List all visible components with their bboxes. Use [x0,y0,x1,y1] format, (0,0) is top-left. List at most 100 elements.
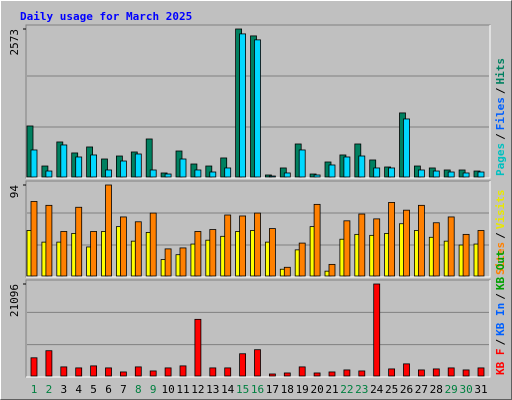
bar [417,169,425,178]
bar [30,357,38,377]
legend-entry: KB Out [494,250,507,290]
bar [477,230,485,277]
bar [447,216,455,277]
bar [388,368,396,377]
x-tick-label: 25 [385,383,398,396]
bar [30,201,38,277]
bar [90,365,97,377]
bar [60,366,68,377]
bar [164,248,172,277]
legend-separator: / [494,293,507,300]
bar [194,231,202,277]
bar [432,368,440,377]
x-tick-label: 12 [191,383,204,396]
x-tick-label: 18 [281,383,294,396]
bar [283,266,291,277]
bar [477,367,485,377]
legend-separator: / [494,232,507,239]
x-tick-label: 30 [459,383,472,396]
bar [224,367,232,377]
x-tick-label: 19 [296,383,309,396]
bar [254,212,261,277]
legend-entry: KB In [494,303,507,336]
bar [313,174,321,178]
bar [120,371,127,377]
x-tick-label: 22 [340,383,353,396]
bar [328,371,336,377]
bar [134,221,142,277]
legend-separator: / [494,87,507,94]
bar [75,156,83,178]
chart-title: Daily usage for March 2025 [20,10,192,23]
x-tick-label: 29 [445,383,458,396]
x-tick-label: 8 [135,383,142,396]
legend-entry: Files [494,97,507,130]
legend-entry: Visits [494,190,507,230]
x-tick-label: 28 [430,383,443,396]
bar [328,164,336,178]
bar [343,220,351,277]
bar [205,165,213,178]
x-tick-label: 3 [60,383,67,396]
bar [388,202,396,277]
bar [134,366,142,377]
plot-bevel [26,181,491,278]
bar [373,167,381,178]
bar [462,233,470,277]
x-tick-label: 31 [474,383,487,396]
x-tick-label: 14 [221,383,235,396]
bar [279,167,287,178]
bar [298,149,306,178]
y-tick-label: 21096 [8,284,21,317]
bar [417,369,425,377]
bar [268,175,276,178]
legend: KB F / KB In / KB Out [494,250,507,375]
x-tick-label: 24 [370,383,384,396]
bar [432,222,440,277]
x-tick-label: 4 [75,383,82,396]
bar [343,156,351,178]
bar [179,365,187,377]
plot-bevel [26,280,491,378]
legend-entry: Pages [494,143,507,176]
bar [224,167,232,178]
bar [239,353,247,377]
bar [209,171,217,178]
bar [45,204,53,277]
bar [283,172,291,178]
bar [101,158,108,178]
bar [403,209,410,277]
bar [194,169,202,178]
legend: Pages / Files / Hits [494,58,507,176]
bar [358,370,366,377]
bar [328,263,336,277]
x-tick-label: 17 [266,383,279,396]
x-tick-label: 23 [355,383,368,396]
legend-entry: Hits [494,58,507,85]
bar [477,171,485,178]
bar [298,366,306,377]
bar [432,170,440,178]
bar [145,138,153,178]
legend-entry: KB F [494,349,507,376]
bar [403,363,410,377]
bar [358,155,366,178]
y-tick-label: 94 [8,185,21,199]
bar [90,231,97,277]
bar [30,149,38,178]
bar [105,367,112,377]
bar [239,33,247,178]
x-tick-label: 10 [161,383,174,396]
bar [105,169,112,178]
bar [283,372,291,377]
bar [417,204,425,277]
bar [447,367,455,377]
bar [179,158,187,178]
bar [164,367,172,377]
x-tick-label: 6 [105,383,112,396]
bar [239,215,247,277]
legend-separator: / [494,133,507,140]
bar [45,350,53,377]
